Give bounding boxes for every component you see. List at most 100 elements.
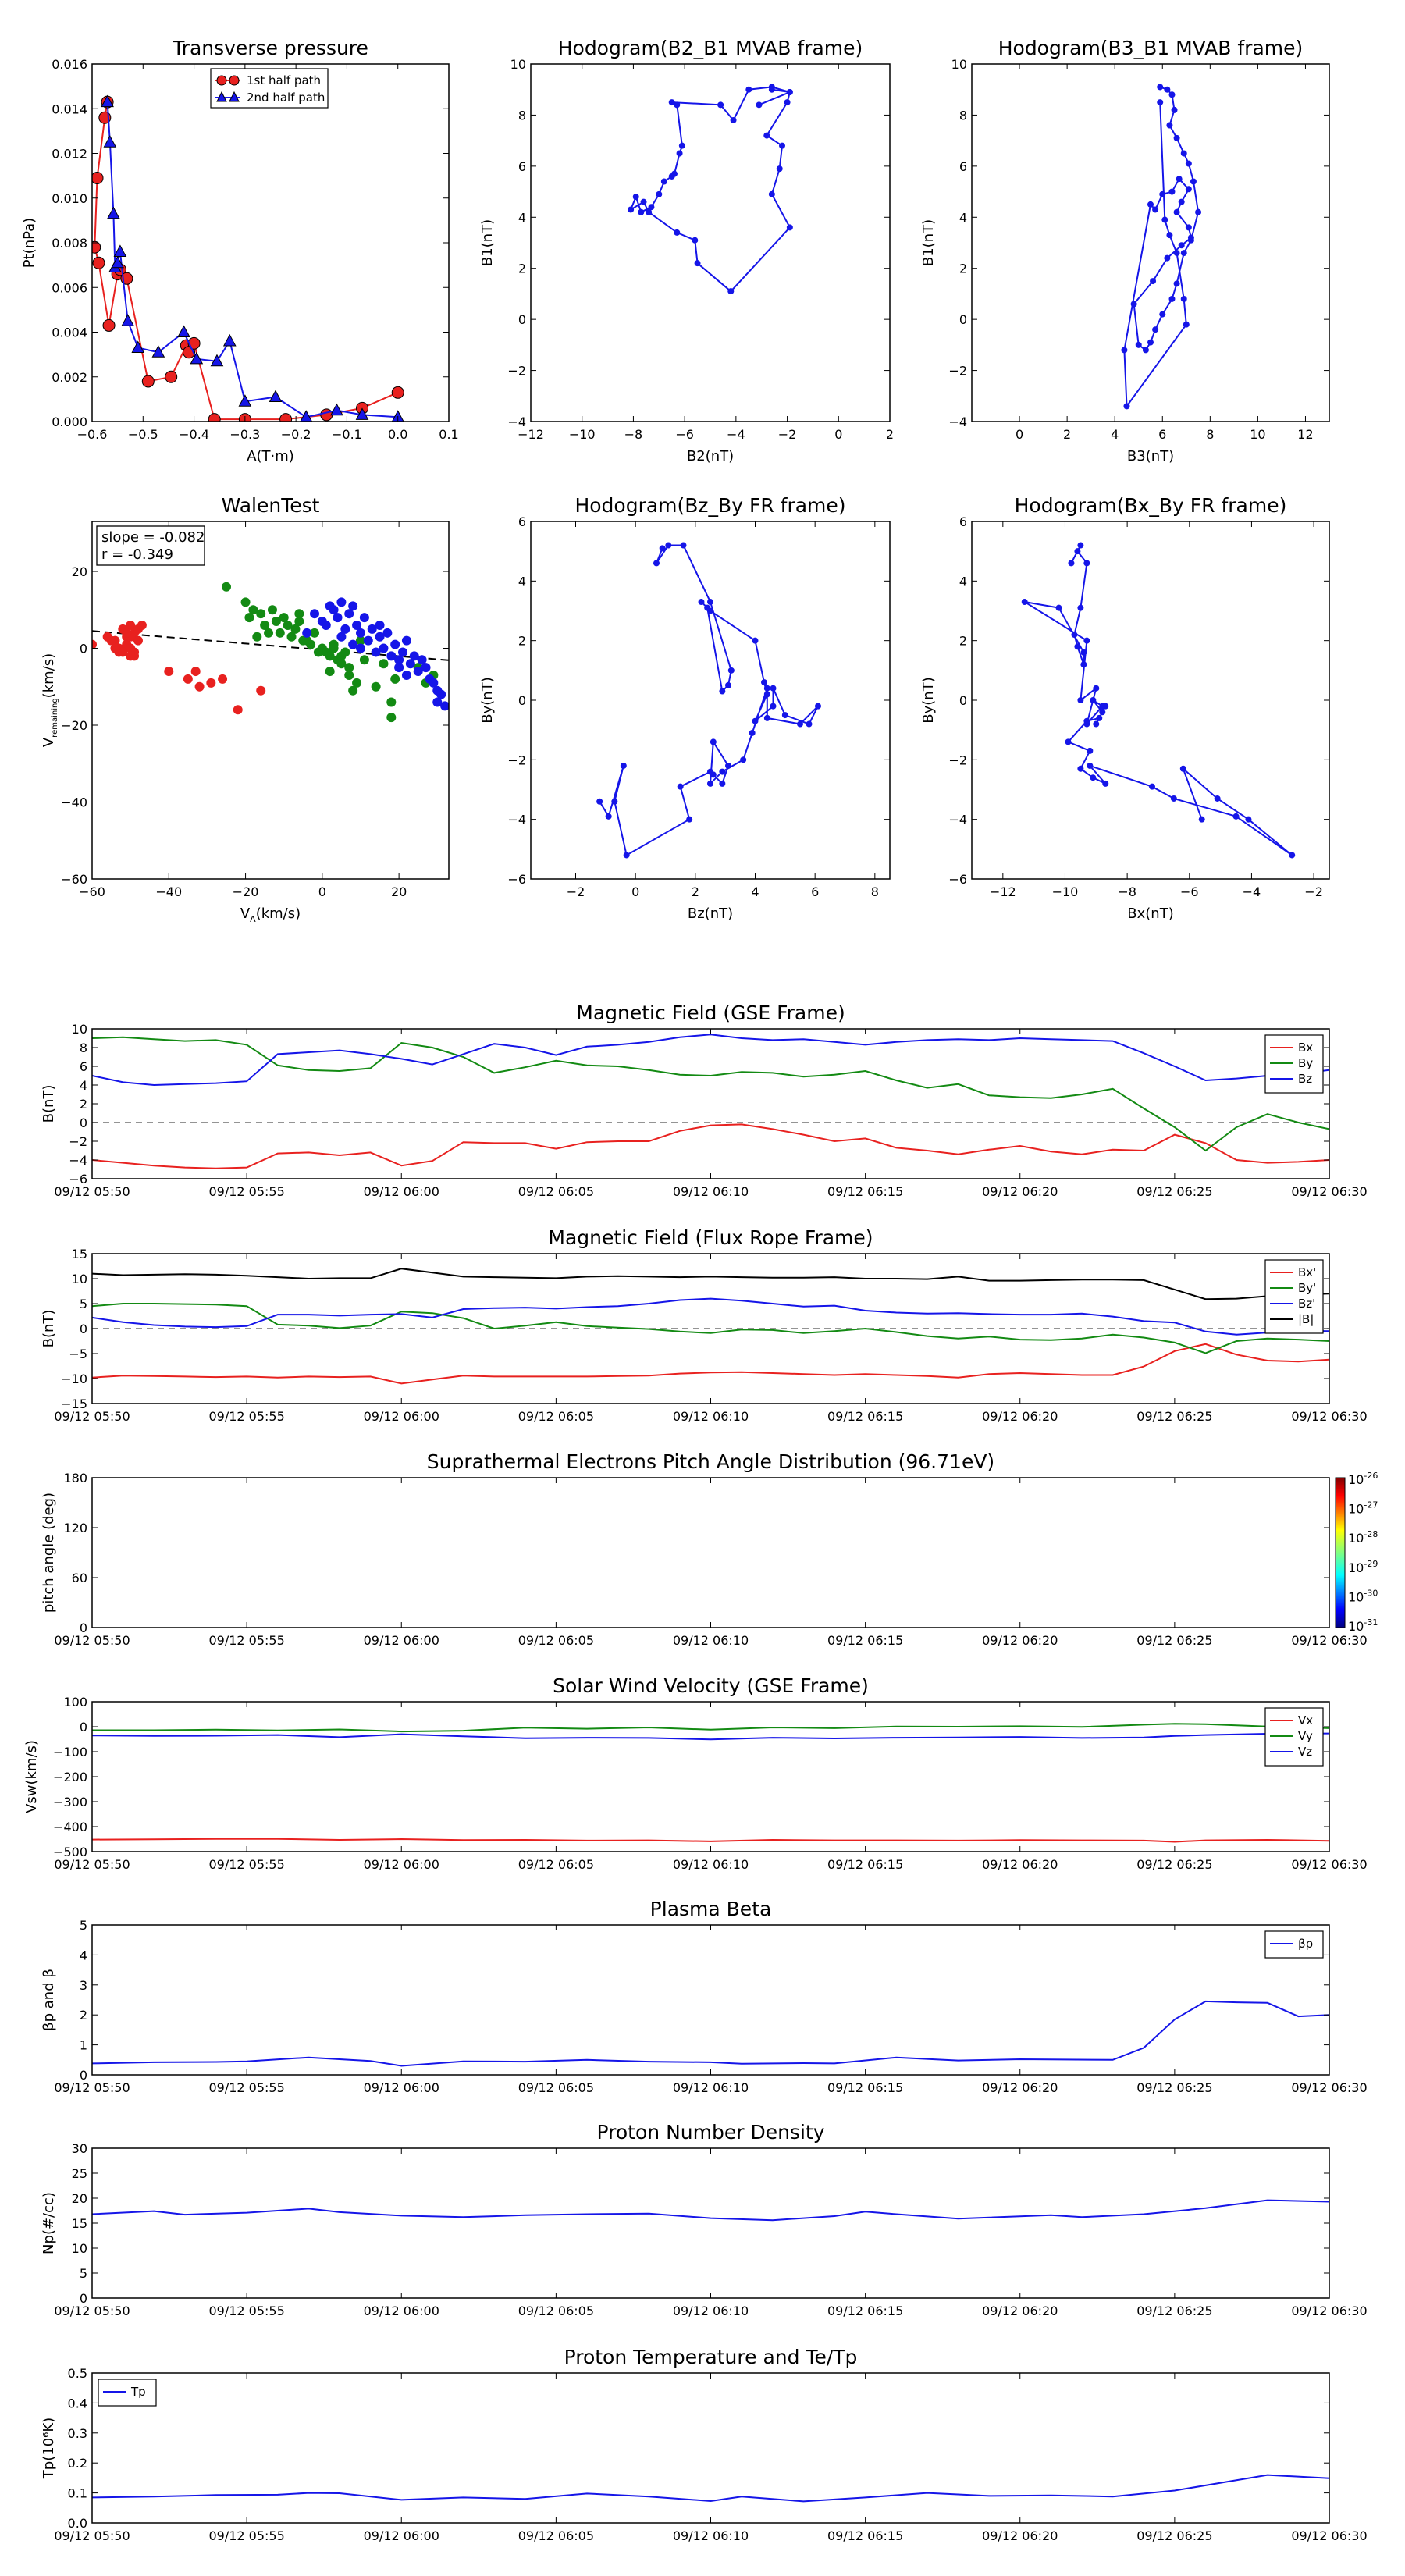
hodogram-bx-by-plot-area	[1021, 542, 1296, 859]
proton-temperature-frame	[91, 2372, 1330, 2524]
magnetic-field-fr-xtick-label: 09/12 05:55	[208, 1409, 284, 1424]
hodogram-bz-by-data-point	[686, 816, 693, 823]
proton-temperature-xtick-label: 09/12 06:30	[1291, 2528, 1367, 2543]
pitch-angle-panel: Suprathermal Electrons Pitch Angle Distr…	[41, 1450, 1378, 1648]
walen-test-data-point	[359, 655, 369, 665]
walen-test-data-point	[398, 647, 408, 657]
proton-density-ytick-label: 15	[72, 2216, 87, 2231]
magnetic-field-gse-xtick-label: 09/12 05:55	[208, 1184, 284, 1199]
magnetic-field-fr-ytick-label: 5	[80, 1297, 87, 1311]
magnetic-field-fr-series-bx-	[92, 1343, 1329, 1385]
proton-density-title: Proton Number Density	[597, 2121, 825, 2144]
hodogram-bz-by-ytick-label: 0	[518, 693, 526, 708]
proton-density-xtick-label: 09/12 05:50	[54, 2304, 130, 2318]
hodogram-bz-by-data-point	[623, 852, 630, 859]
proton-temperature-plot-area	[92, 2474, 1329, 2503]
hodogram-bx-by-data-point	[1102, 780, 1109, 787]
hodogram-b2-b1-data-point	[768, 84, 775, 91]
walen-test-data-point	[352, 678, 362, 688]
hodogram-b2-b1-data-point	[676, 150, 683, 157]
walen-test-panel: WalenTest −60 −40 −20 0 20 −60 −40 −20 0 20 VA(km/s…	[41, 494, 450, 924]
walen-test-data-point	[118, 647, 128, 657]
hodogram-b2-b1-data-point	[756, 101, 763, 109]
hodogram-b2-b1-title: Hodogram(B2_B1 MVAB frame)	[558, 37, 863, 59]
pitch-angle-colorbar-label: 10-30	[1348, 1588, 1378, 1604]
plasma-beta-frame	[91, 1924, 1330, 2076]
magnetic-field-gse-title: Magnetic Field (GSE Frame)	[576, 1002, 845, 1024]
magnetic-field-gse-ytick-label: 2	[80, 1097, 87, 1112]
magnetic-field-fr-legend-label: Bx'	[1298, 1265, 1316, 1279]
proton-temperature-ytick-label: 0.5	[68, 2366, 87, 2381]
transverse-pressure-legend-label: 2nd half path	[247, 91, 325, 105]
walen-test-data-point	[252, 632, 262, 642]
walen-test-data-point	[194, 681, 205, 692]
pitch-angle-colorbar	[1335, 1477, 1346, 1628]
transverse-pressure-ytick-label: 0.010	[52, 191, 87, 206]
walen-test-data-point	[275, 628, 285, 638]
hodogram-bz-by-data-point	[719, 688, 726, 695]
hodogram-b3-b1-data-point	[1130, 301, 1137, 308]
solar-wind-velocity-xtick-label: 09/12 06:10	[673, 1857, 749, 1872]
solar-wind-velocity-xtick-label: 09/12 06:20	[982, 1857, 1058, 1872]
transverse-pressure-series-line	[106, 101, 398, 418]
walen-test-data-point	[321, 620, 331, 630]
proton-density-plot-area	[92, 2199, 1329, 2222]
transverse-pressure-ytick-label: 0.012	[52, 147, 87, 162]
walen-test-data-point	[417, 655, 427, 665]
solar-wind-velocity-ytick-label: −400	[53, 1820, 87, 1834]
pitch-angle-xtick-label: 09/12 06:15	[827, 1633, 903, 1648]
magnetic-field-fr-xtick-label: 09/12 06:25	[1136, 1409, 1212, 1424]
magnetic-field-fr-legend-label: Bz'	[1298, 1297, 1315, 1311]
transverse-pressure-title: Transverse pressure	[172, 37, 368, 59]
proton-temperature-legend-label: Tp	[130, 2385, 146, 2399]
solar-wind-velocity-xtick-label: 09/12 06:05	[518, 1857, 594, 1872]
hodogram-bx-by-data-point	[1090, 774, 1097, 781]
hodogram-b3-b1-ytick-label: 8	[959, 108, 967, 123]
plasma-beta-ytick-label: 0	[80, 2068, 87, 2083]
plasma-beta-xtick-label: 09/12 06:00	[364, 2080, 439, 2095]
transverse-pressure-data-point	[238, 394, 252, 407]
magnetic-field-fr-xtick-label: 09/12 06:20	[982, 1409, 1058, 1424]
plasma-beta-ytick-label: 3	[80, 1978, 87, 1993]
magnetic-field-fr-series-by-	[92, 1303, 1329, 1354]
transverse-pressure-data-point	[103, 135, 117, 148]
hodogram-bz-by-data-point	[707, 607, 713, 614]
walen-test-xtick-label: 20	[391, 884, 407, 899]
solar-wind-velocity-series-vz	[92, 1732, 1329, 1741]
hodogram-b2-b1-ytick-label: 4	[518, 210, 526, 225]
walen-test-data-point	[233, 705, 243, 715]
hodogram-b3-b1-data-point	[1171, 106, 1178, 113]
hodogram-bz-by-series-0	[596, 542, 821, 859]
walen-test-ytick-label: 20	[72, 564, 87, 579]
walen-test-slope-text: slope = -0.082	[101, 529, 205, 546]
solar-wind-velocity-frame	[91, 1701, 1330, 1852]
pitch-angle-colorbar-exp: -26	[1364, 1471, 1378, 1481]
walen-test-data-point	[256, 609, 266, 619]
transverse-pressure-data-point	[131, 340, 145, 354]
transverse-pressure-data-point	[92, 171, 104, 184]
pitch-angle-ytick-label: 0	[80, 1621, 87, 1635]
hodogram-bx-by-xlabel: Bx(nT)	[1127, 906, 1173, 922]
walen-test-series-2	[302, 597, 449, 711]
hodogram-b2-b1-data-point	[779, 142, 785, 149]
hodogram-bz-by-data-point	[763, 685, 770, 692]
hodogram-bz-by-data-point	[749, 729, 756, 736]
hodogram-b2-b1-ytick-label: 2	[518, 262, 526, 276]
proton-density-ylabel: Np(#/cc)	[41, 2192, 57, 2254]
magnetic-field-fr-ytick-label: −15	[61, 1397, 87, 1411]
hodogram-b3-b1-frame	[971, 63, 1330, 422]
walen-test-data-point	[283, 620, 293, 630]
pitch-angle-colorbar-exp: -31	[1364, 1617, 1378, 1628]
hodogram-bz-by-data-point	[725, 681, 731, 688]
transverse-pressure-legend-label: 1st half path	[247, 73, 321, 87]
walen-test-data-point	[429, 678, 439, 688]
magnetic-field-gse-legend-label: Bx	[1298, 1041, 1313, 1055]
pitch-angle-colorbar-label: 10-31	[1348, 1617, 1378, 1634]
plasma-beta-xtick-label: 09/12 06:25	[1136, 2080, 1212, 2095]
walen-test-data-point	[359, 613, 369, 623]
transverse-pressure-panel: Transverse pressure 0.000 0.002 0.004 0.006 0…	[21, 37, 459, 464]
hodogram-bz-by-data-point	[797, 720, 803, 728]
hodogram-bx-by-ytick-label: −2	[948, 753, 967, 767]
walen-test-data-point	[352, 620, 362, 630]
